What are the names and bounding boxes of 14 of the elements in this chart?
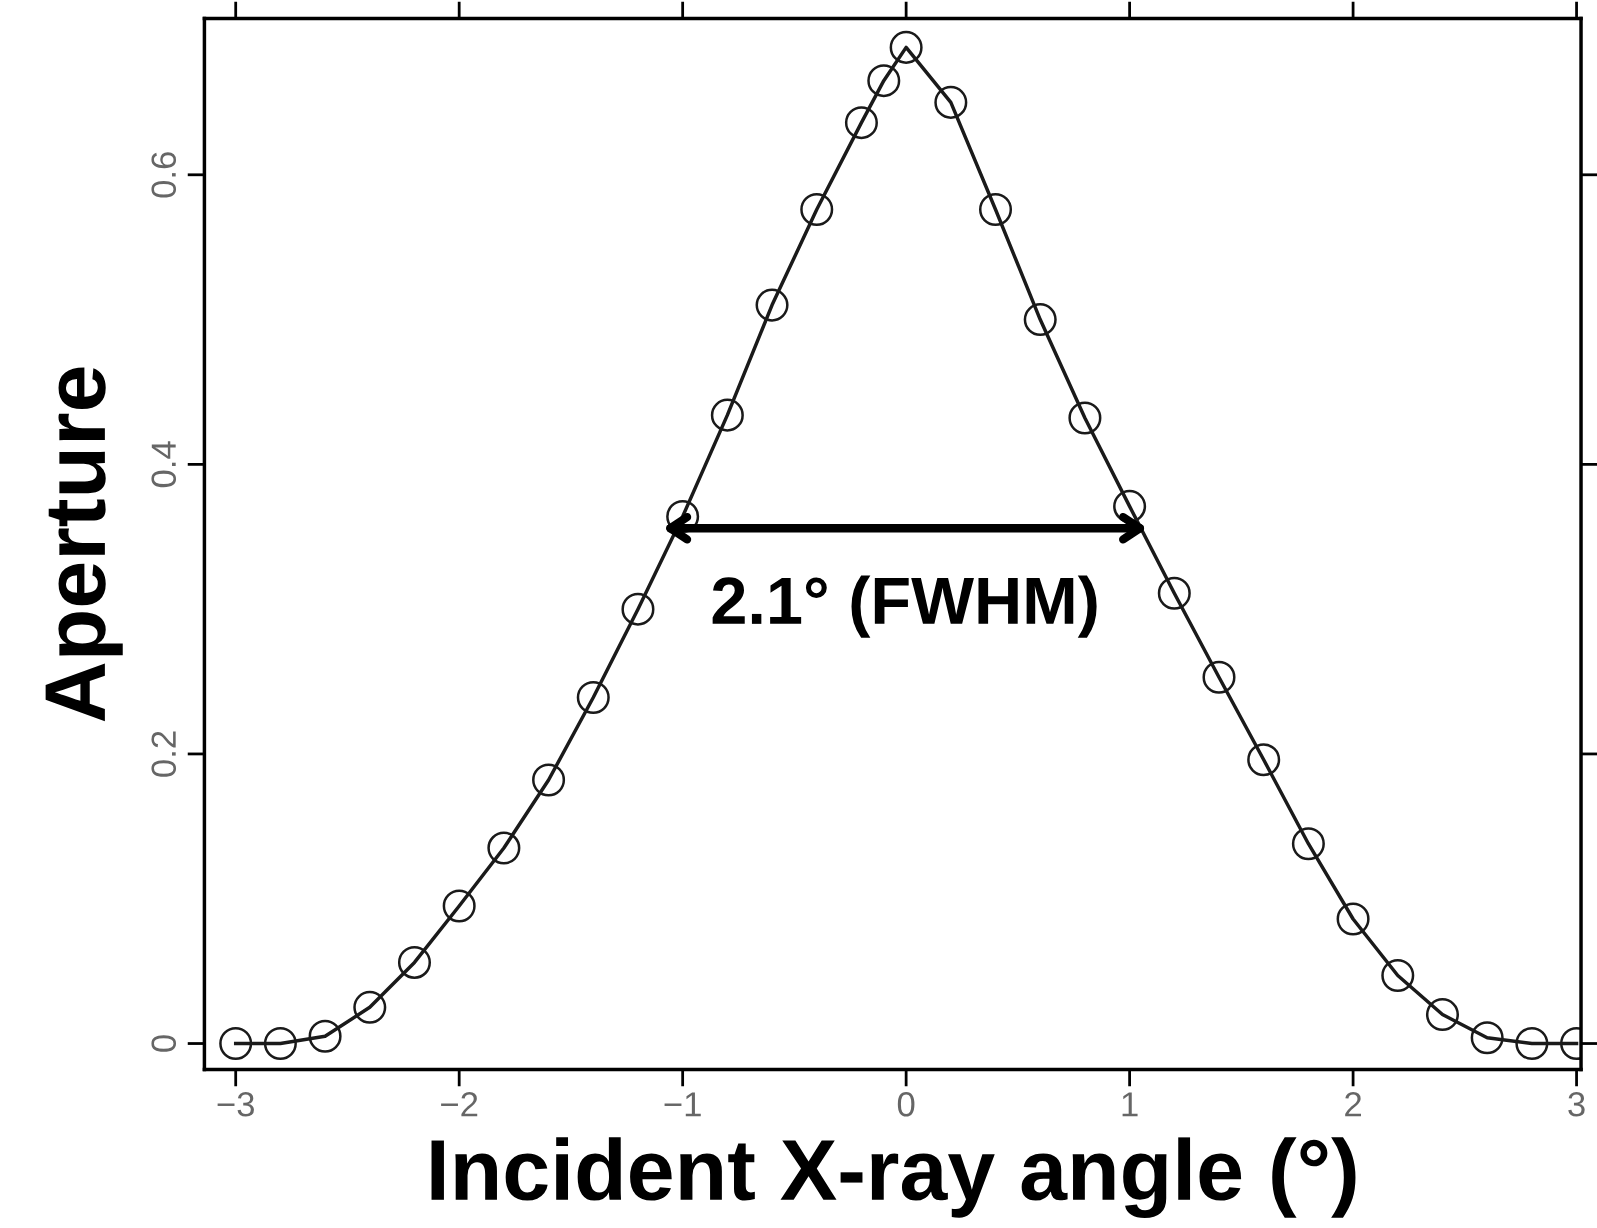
annotation: 2.1° (FWHM) xyxy=(712,575,1097,638)
y-tick-label: 0.6 xyxy=(151,152,177,198)
x-tick-label: −1 xyxy=(664,1092,701,1117)
x-tick-label: −2 xyxy=(441,1092,478,1117)
x-tick-label: 1 xyxy=(1122,1092,1138,1117)
x-axis-title: Incident X-ray angle (°) xyxy=(431,1137,1356,1219)
x-tick-label: 0 xyxy=(897,1092,915,1117)
y-tick-label: 0 xyxy=(151,1035,177,1052)
x-tick-label: −3 xyxy=(217,1092,254,1117)
x-tick-label: 3 xyxy=(1568,1092,1585,1117)
y-axis-title: Aperture xyxy=(45,367,123,722)
y-tick-label: 0.2 xyxy=(151,731,177,777)
y-tick-label: 0.4 xyxy=(151,441,177,488)
x-tick-label: 2 xyxy=(1345,1092,1361,1117)
